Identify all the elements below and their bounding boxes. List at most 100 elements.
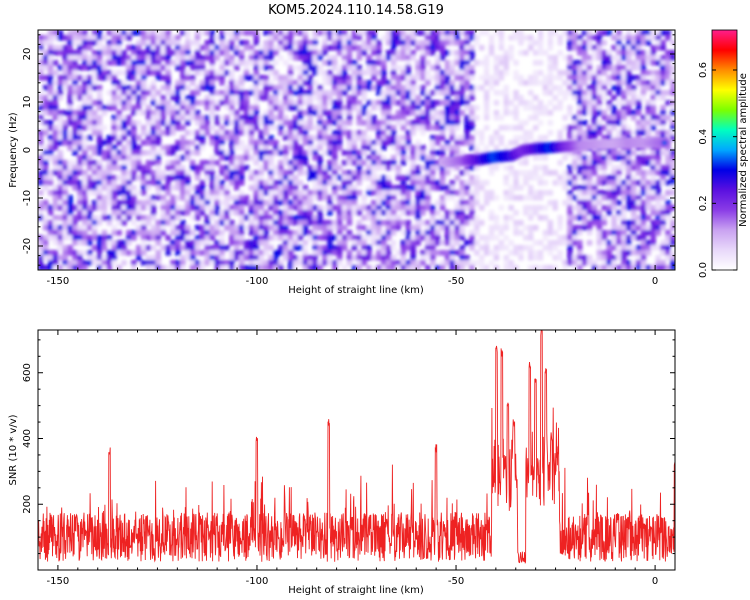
heat-cell — [111, 70, 117, 76]
heat-cell — [189, 265, 196, 270]
heat-cell — [91, 145, 98, 151]
heat-cell — [523, 210, 529, 216]
heat-cell — [327, 160, 333, 166]
heat-cell — [645, 205, 652, 211]
heat-cell — [302, 195, 309, 201]
heat-cell — [322, 40, 328, 46]
heat-cell — [292, 120, 299, 126]
heat-cell — [449, 90, 456, 96]
heat-cell — [454, 210, 460, 216]
heat-cell — [243, 215, 250, 221]
heat-cell — [434, 250, 441, 256]
heat-cell — [371, 205, 377, 211]
heat-cell — [57, 115, 64, 121]
heat-cell — [415, 140, 421, 146]
heat-cell — [346, 45, 353, 51]
heat-cell — [219, 180, 225, 186]
heat-cell — [376, 225, 382, 231]
heat-cell — [307, 120, 313, 126]
heat-cell — [121, 35, 127, 41]
heat-cell — [317, 105, 323, 111]
heat-cell — [586, 60, 593, 66]
heat-cell — [302, 200, 309, 206]
heat-cell — [557, 75, 563, 81]
heat-cell — [660, 80, 666, 86]
heat-cell — [243, 95, 250, 101]
heat-cell — [155, 115, 162, 121]
heat-cell — [317, 115, 323, 121]
heat-cell — [219, 255, 225, 261]
heat-cell — [219, 240, 225, 246]
heat-cell — [116, 245, 122, 251]
heat-cell — [513, 110, 519, 116]
heat-cell — [292, 105, 299, 111]
heat-cell — [439, 185, 446, 191]
heat-cell — [626, 45, 632, 51]
heat-cell — [395, 205, 402, 211]
heat-cell — [361, 120, 367, 126]
heat-cell — [640, 70, 647, 76]
heat-cell — [655, 170, 661, 176]
heat-cell — [611, 70, 617, 76]
heat-cell — [87, 40, 93, 46]
heat-cell — [189, 115, 196, 121]
heat-cell — [194, 60, 201, 66]
heat-cell — [126, 65, 132, 71]
heat-cell — [361, 240, 367, 246]
heat-cell — [567, 190, 573, 196]
heat-cell — [474, 40, 480, 46]
heat-cell — [155, 105, 162, 111]
heat-cell — [278, 110, 284, 116]
heat-cell — [459, 50, 465, 56]
heat-cell — [189, 95, 196, 101]
heat-cell — [302, 90, 309, 96]
heat-cell — [430, 210, 436, 216]
heat-cell — [581, 105, 588, 111]
heat-cell — [238, 160, 245, 166]
heat-cell — [410, 210, 416, 216]
heat-cell — [297, 255, 304, 261]
heat-cell — [253, 220, 260, 226]
heat-cell — [626, 60, 632, 66]
heat-cell — [635, 250, 642, 256]
heat-cell — [650, 185, 656, 191]
heat-cell — [219, 265, 225, 270]
heat-cell — [214, 230, 220, 236]
heat-cell — [131, 210, 137, 216]
heat-cell — [96, 60, 103, 66]
heat-cell — [47, 265, 54, 270]
heat-cell — [537, 120, 544, 126]
heat-cell — [258, 190, 264, 196]
heat-cell — [381, 65, 387, 71]
heat-cell — [189, 165, 196, 171]
heat-cell — [82, 120, 88, 126]
heat-cell — [616, 40, 622, 46]
heat-cell — [464, 115, 470, 121]
heat-cell — [155, 110, 162, 116]
heat-cell — [145, 185, 152, 191]
heat-cell — [596, 240, 603, 246]
heat-cell — [238, 130, 245, 136]
heat-cell — [537, 30, 544, 36]
heat-cell — [430, 170, 436, 176]
heat-cell — [111, 185, 117, 191]
heat-cell — [508, 240, 514, 246]
heat-cell — [312, 195, 318, 201]
heat-cell — [586, 185, 593, 191]
heat-cell — [52, 255, 59, 261]
heat-cell — [150, 100, 157, 106]
heat-cell — [346, 160, 353, 166]
heat-cell — [577, 195, 583, 201]
heat-cell — [268, 140, 274, 146]
heat-cell — [645, 185, 652, 191]
heat-cell — [444, 185, 451, 191]
heat-cell — [665, 35, 671, 41]
heat-cell — [194, 205, 201, 211]
heat-cell — [341, 65, 348, 71]
heat-cell — [47, 150, 54, 156]
heat-cell — [52, 145, 59, 151]
heat-cell — [248, 105, 255, 111]
heat-cell — [469, 110, 475, 116]
heat-cell — [410, 255, 416, 261]
heat-cell — [586, 210, 593, 216]
